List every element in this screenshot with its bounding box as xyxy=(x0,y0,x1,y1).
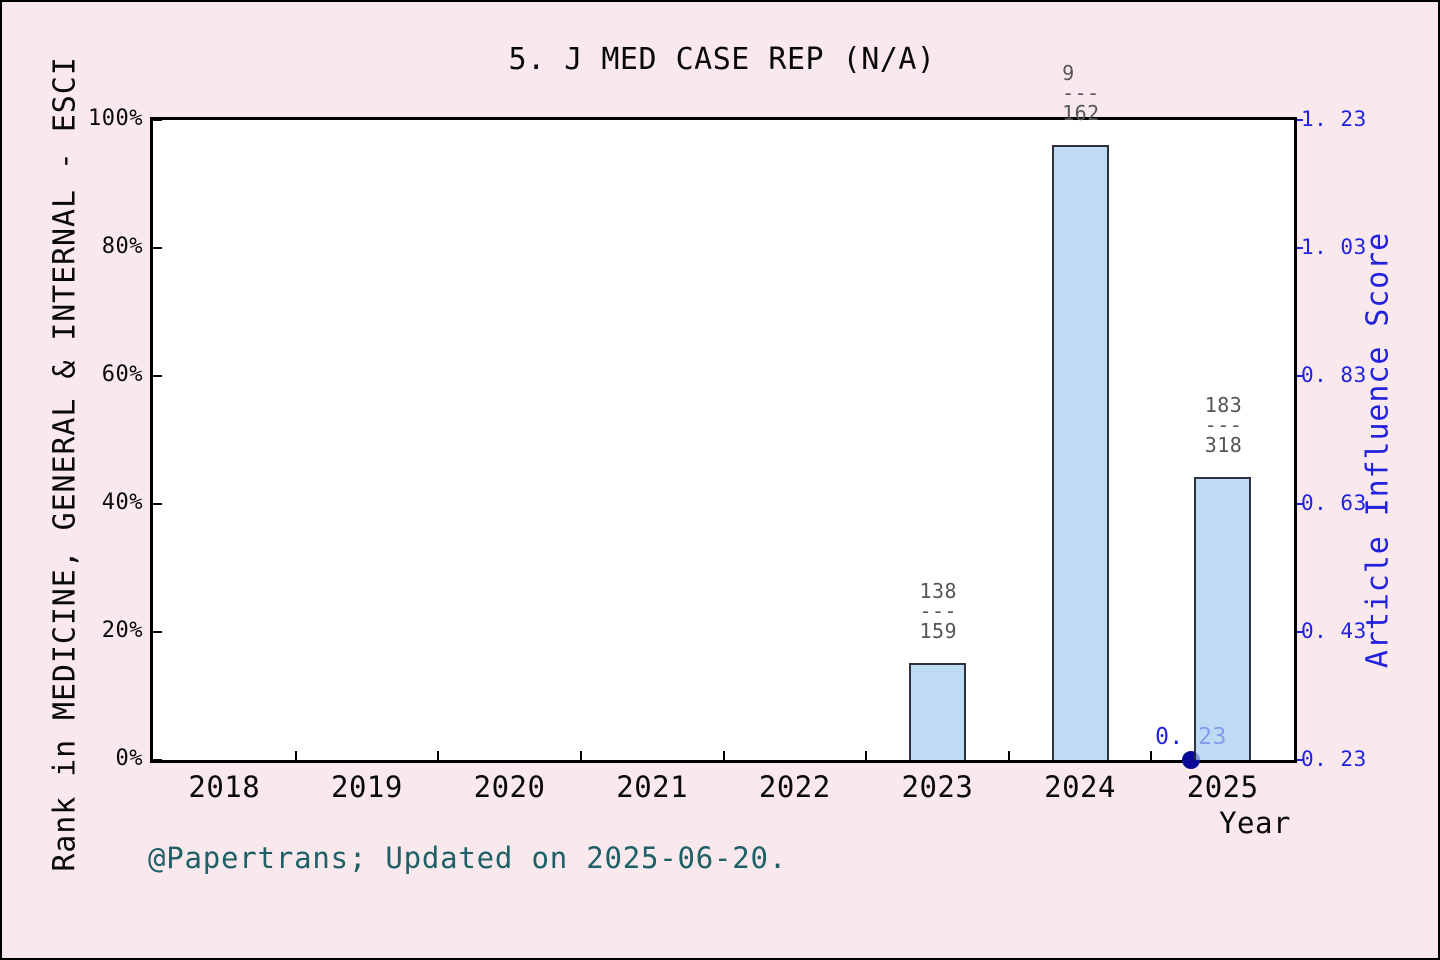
x-tick-label: 2022 xyxy=(758,770,831,804)
y-axis-tick-left xyxy=(153,503,162,505)
y-tick-label-left: 60% xyxy=(101,362,143,387)
y-axis-tick-right xyxy=(1297,631,1303,633)
y-tick-label-left: 0% xyxy=(115,746,143,771)
y-tick-label-left: 80% xyxy=(101,234,143,259)
x-tick-label: 2020 xyxy=(473,770,546,804)
y-tick-label-left: 100% xyxy=(88,106,143,131)
x-tick-label: 2024 xyxy=(1044,770,1116,804)
x-axis-tick xyxy=(722,751,725,760)
x-tick-label: 2023 xyxy=(901,770,974,804)
fraction-label-2024: 9 --- 162 xyxy=(1062,61,1100,125)
y-axis-tick-right xyxy=(1297,119,1303,121)
fraction-label-2023: 138 --- 159 xyxy=(919,579,958,643)
y-axis-tick-left xyxy=(153,247,162,249)
y-axis-tick-right xyxy=(1297,503,1303,505)
y-axis-label-right: Article Influence Score xyxy=(1360,231,1396,669)
x-axis-tick xyxy=(865,751,868,760)
x-tick-label: 2019 xyxy=(331,770,403,804)
bar-2023 xyxy=(908,663,966,760)
chart-title: 5. J MED CASE REP (N/A) xyxy=(508,42,936,77)
y-tick-label-left: 40% xyxy=(101,490,143,515)
x-axis-label: Year xyxy=(1219,806,1291,840)
x-axis-tick xyxy=(437,751,440,760)
x-tick-label: 2025 xyxy=(1186,770,1259,804)
x-axis-tick xyxy=(579,751,582,760)
y-axis-tick-left xyxy=(153,375,162,377)
fraction-label-2025: 183 --- 318 xyxy=(1204,393,1243,457)
plot-area: 0. 23 138 --- 159 9 --- 162 183 --- 318 xyxy=(150,63,1297,769)
y-tick-label-right: 1. 23 xyxy=(1301,107,1367,131)
y-axis-tick-right xyxy=(1297,375,1303,377)
x-tick-label: 2018 xyxy=(188,770,261,804)
y-axis-tick-right xyxy=(1297,759,1303,761)
y-axis-tick-left xyxy=(153,119,162,121)
y-axis-tick-left xyxy=(153,759,162,761)
bar-2024 xyxy=(1051,145,1109,760)
credit-text: @Papertrans; Updated on 2025-06-20. xyxy=(148,841,788,875)
y-tick-label-right: 0. 83 xyxy=(1301,363,1367,387)
x-axis-tick xyxy=(294,751,297,760)
y-tick-label-right: 0. 63 xyxy=(1301,491,1367,515)
y-tick-label-right: 1. 03 xyxy=(1301,235,1367,259)
bar-2025 xyxy=(1194,477,1252,760)
y-tick-label-left: 20% xyxy=(101,618,143,643)
x-axis-tick xyxy=(1150,751,1153,760)
y-axis-tick-left xyxy=(153,631,162,633)
x-axis-tick xyxy=(1007,751,1010,760)
y-tick-label-right: 0. 23 xyxy=(1301,747,1367,771)
y-tick-label-right: 0. 43 xyxy=(1301,619,1367,643)
y-axis-tick-right xyxy=(1297,247,1303,249)
x-tick-label: 2021 xyxy=(616,770,689,804)
